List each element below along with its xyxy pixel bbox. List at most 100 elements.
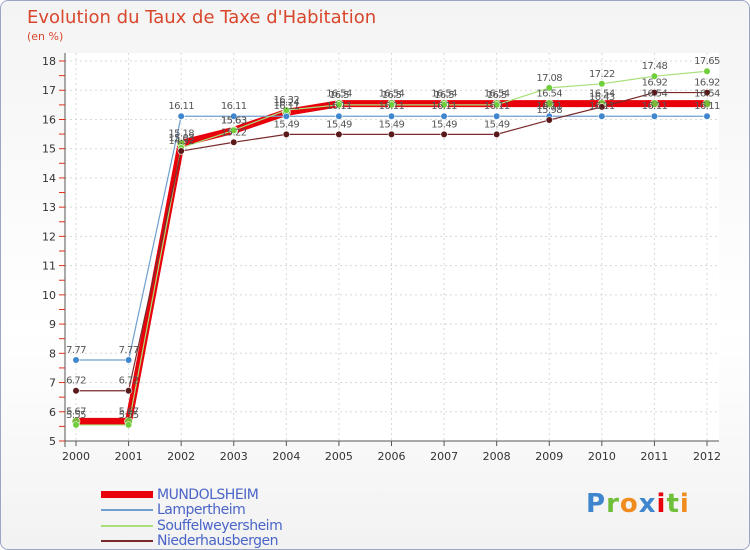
legend-item: MUNDOLSHEIM xyxy=(101,487,282,503)
x-tick-label: 2004 xyxy=(272,450,300,463)
series-point xyxy=(124,421,133,429)
y-tick-label: 6 xyxy=(49,406,56,419)
data-label: 15.03 xyxy=(168,133,194,144)
data-label: 16.24 xyxy=(274,97,300,108)
x-tick-label: 2003 xyxy=(220,450,248,463)
y-tick-label: 14 xyxy=(42,172,56,185)
y-tick-label: 11 xyxy=(42,260,56,273)
legend-swatch xyxy=(101,509,153,512)
y-tick-label: 18 xyxy=(42,55,56,68)
series-point xyxy=(440,112,448,120)
data-label: 16.54 xyxy=(484,89,510,100)
data-label: 16.11 xyxy=(221,101,247,112)
data-label: 16.11 xyxy=(326,101,352,112)
data-label: 5.67 xyxy=(66,406,86,417)
data-label: 16.11 xyxy=(589,101,615,112)
chart-title: Evolution du Taux de Taxe d'Habitation xyxy=(27,7,377,28)
series-point xyxy=(650,72,659,80)
y-tick-label: 10 xyxy=(42,289,56,302)
legend-swatch xyxy=(101,540,153,543)
series-point xyxy=(545,116,553,124)
data-label: 15.49 xyxy=(379,119,405,130)
series-point xyxy=(72,387,80,395)
data-label: 16.32 xyxy=(274,95,300,106)
series-point xyxy=(72,356,80,364)
data-label: 16.11 xyxy=(168,101,194,112)
x-tick-label: 2001 xyxy=(115,450,143,463)
series-point xyxy=(387,101,396,109)
x-tick-label: 2011 xyxy=(640,450,668,463)
y-tick-label: 8 xyxy=(49,347,56,360)
y-tick-label: 13 xyxy=(42,201,56,214)
series-point xyxy=(282,106,290,114)
data-label: 5.67 xyxy=(119,406,139,417)
data-label: 6.72 xyxy=(119,376,139,387)
legend-label: MUNDOLSHEIM xyxy=(157,486,259,503)
x-tick-label: 2005 xyxy=(325,450,353,463)
data-label: 14.92 xyxy=(168,136,194,147)
data-label: 16.54 xyxy=(642,89,668,100)
data-label: 15.22 xyxy=(221,127,247,138)
series-point xyxy=(335,112,343,120)
x-tick-label: 2007 xyxy=(430,450,458,463)
data-label: 16.11 xyxy=(642,101,668,112)
legend-item: Niederhausbergen xyxy=(101,533,282,550)
series-point xyxy=(124,387,133,395)
legend-swatch xyxy=(101,524,153,527)
series-point xyxy=(440,130,448,138)
series-point xyxy=(387,130,396,138)
x-tick-label: 2010 xyxy=(588,450,616,463)
data-label: 16.54 xyxy=(431,89,457,100)
data-label: 16.11 xyxy=(274,101,300,112)
series-point xyxy=(544,99,554,108)
data-label: 16.92 xyxy=(694,78,720,89)
legend-item: Souffelweyersheim xyxy=(101,518,283,534)
data-label: 16.54 xyxy=(536,89,562,100)
series-point xyxy=(177,112,185,120)
series-point xyxy=(703,88,711,97)
series-point xyxy=(650,99,659,108)
data-label: 16.5 xyxy=(487,90,507,101)
chart-subtitle: (en %) xyxy=(27,30,64,43)
data-label: 5.55 xyxy=(66,410,86,421)
data-label: 16.11 xyxy=(431,101,457,112)
data-label: 15.63 xyxy=(221,115,247,126)
data-label: 17.48 xyxy=(642,61,668,72)
series-point xyxy=(598,112,606,120)
data-label: 16.54 xyxy=(326,89,352,100)
legend-label: Niederhausbergen xyxy=(157,533,279,550)
data-label: 16.5 xyxy=(434,90,454,101)
series-point xyxy=(387,112,396,120)
data-label: 5.55 xyxy=(119,410,139,421)
data-label: 15.18 xyxy=(168,128,194,139)
data-label: 15.98 xyxy=(536,105,562,116)
chart-legend: MUNDOLSHEIM Lampertheim Souffelweyersheim N… xyxy=(101,487,283,550)
proxiti-logo: Proxiti xyxy=(586,489,690,519)
data-label: 17.08 xyxy=(536,73,562,84)
data-label: 16.5 xyxy=(329,90,349,101)
data-label: 17.22 xyxy=(589,69,615,80)
legend-item: Lampertheim xyxy=(101,502,282,519)
series-point xyxy=(230,126,238,134)
series-point xyxy=(650,88,659,97)
legend-label: Lampertheim xyxy=(157,502,246,519)
x-tick-label: 2006 xyxy=(378,450,406,463)
series-point xyxy=(177,147,185,155)
data-label: 7.77 xyxy=(119,345,139,356)
data-label: 16.54 xyxy=(589,89,615,100)
x-tick-label: 2000 xyxy=(62,450,90,463)
series-point xyxy=(335,101,343,109)
data-label: 16.54 xyxy=(694,89,720,100)
data-label: 16.5 xyxy=(382,90,402,101)
data-label: 17.65 xyxy=(694,56,720,67)
x-tick-label: 2009 xyxy=(535,450,563,463)
data-label: 16.43 xyxy=(589,92,615,103)
y-tick-label: 12 xyxy=(42,230,56,243)
data-label: 16.11 xyxy=(484,101,510,112)
series-point xyxy=(703,67,711,75)
series-point xyxy=(335,130,343,138)
series-point xyxy=(703,112,711,120)
series-point xyxy=(124,356,133,364)
